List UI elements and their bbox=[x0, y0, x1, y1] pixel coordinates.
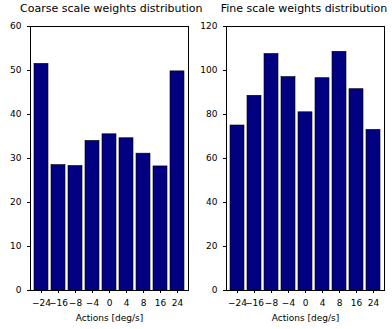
svg-text:24: 24 bbox=[172, 298, 184, 308]
svg-text:−16: −16 bbox=[49, 298, 68, 308]
svg-text:4: 4 bbox=[320, 298, 326, 308]
svg-text:16: 16 bbox=[351, 298, 363, 308]
svg-text:0: 0 bbox=[16, 285, 22, 295]
svg-text:−4: −4 bbox=[86, 298, 100, 308]
svg-text:0: 0 bbox=[212, 285, 218, 295]
svg-text:−24: −24 bbox=[32, 297, 51, 308]
svg-text:8: 8 bbox=[141, 298, 147, 308]
svg-text:100: 100 bbox=[200, 65, 217, 75]
svg-text:30: 30 bbox=[10, 153, 22, 163]
html-text:Fine scale weights distributio: Fine scale weights distribution bbox=[220, 2, 388, 15]
svg-text:120: 120 bbox=[200, 21, 217, 31]
svg-text:8: 8 bbox=[337, 298, 343, 308]
svg-text:60: 60 bbox=[206, 153, 218, 163]
svg-text:60: 60 bbox=[10, 21, 22, 31]
svg-text:−24: −24 bbox=[228, 297, 247, 308]
svg-text:40: 40 bbox=[10, 109, 22, 119]
svg-text:−8: −8 bbox=[265, 298, 279, 308]
svg-text:24: 24 bbox=[368, 298, 380, 308]
svg-text:50: 50 bbox=[10, 65, 22, 75]
svg-text:Actions [deg/s]: Actions [deg/s] bbox=[76, 313, 143, 323]
svg-text:−4: −4 bbox=[282, 298, 296, 308]
svg-text:10: 10 bbox=[10, 241, 22, 251]
html-text:Coarse scale weights distribut: Coarse scale weights distribution bbox=[20, 2, 203, 15]
svg-text:40: 40 bbox=[206, 197, 218, 207]
svg-text:0: 0 bbox=[107, 298, 113, 308]
svg-text:20: 20 bbox=[206, 241, 218, 251]
svg-text:20: 20 bbox=[10, 197, 22, 207]
svg-text:16: 16 bbox=[155, 298, 167, 308]
svg-text:−8: −8 bbox=[69, 298, 83, 308]
svg-text:4: 4 bbox=[124, 298, 130, 308]
svg-text:Actions [deg/s]: Actions [deg/s] bbox=[272, 313, 339, 323]
svg-text:0: 0 bbox=[303, 298, 309, 308]
svg-text:80: 80 bbox=[206, 109, 218, 119]
svg-text:−16: −16 bbox=[245, 298, 264, 308]
